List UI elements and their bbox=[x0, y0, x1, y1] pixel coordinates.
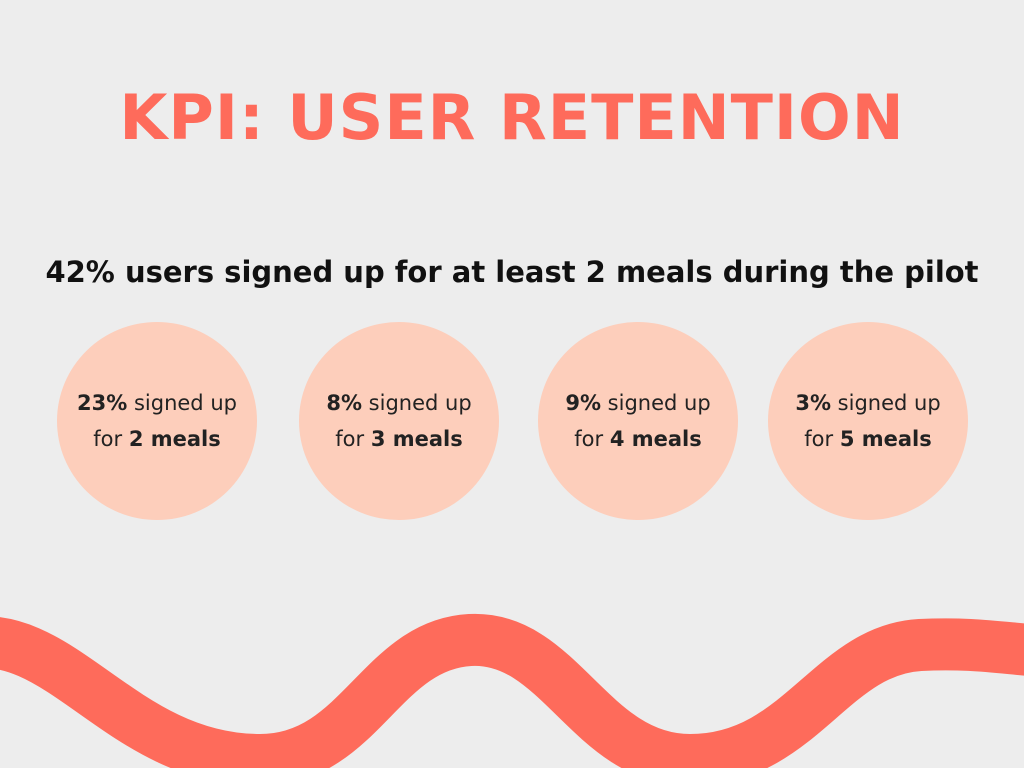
stat-circle-5-meals: 3% signed up for 5 meals bbox=[768, 322, 968, 520]
stat-line-1: 8% signed up bbox=[326, 385, 471, 421]
stat-percent: 9% bbox=[565, 391, 601, 415]
stat-percent: 8% bbox=[326, 391, 362, 415]
stat-meals: 5 meals bbox=[839, 427, 932, 451]
stat-for-label: for bbox=[574, 427, 610, 451]
stat-line-1: 23% signed up bbox=[77, 385, 237, 421]
retention-summary: 42% users signed up for at least 2 meals… bbox=[45, 255, 979, 289]
stat-line-1: 3% signed up bbox=[795, 385, 940, 421]
stat-percent: 23% bbox=[77, 391, 128, 415]
stat-circle-4-meals: 9% signed up for 4 meals bbox=[538, 322, 738, 520]
page-title: KPI: USER RETENTION bbox=[119, 81, 905, 154]
decorative-wave bbox=[0, 613, 1024, 768]
stat-line-2: for 5 meals bbox=[804, 421, 931, 457]
stat-circle-3-meals: 8% signed up for 3 meals bbox=[299, 322, 499, 520]
stat-meals: 4 meals bbox=[609, 427, 702, 451]
stat-line-2: for 4 meals bbox=[574, 421, 701, 457]
stat-for-label: for bbox=[335, 427, 371, 451]
stat-line-2: for 2 meals bbox=[93, 421, 220, 457]
stat-line-2: for 3 meals bbox=[335, 421, 462, 457]
stat-label: signed up bbox=[127, 391, 237, 415]
stat-meals: 3 meals bbox=[370, 427, 463, 451]
stat-for-label: for bbox=[93, 427, 129, 451]
stat-label: signed up bbox=[831, 391, 941, 415]
stat-line-1: 9% signed up bbox=[565, 385, 710, 421]
stat-meals: 2 meals bbox=[128, 427, 221, 451]
stat-label: signed up bbox=[601, 391, 711, 415]
stat-label: signed up bbox=[362, 391, 472, 415]
wave-stroke bbox=[0, 613, 1024, 768]
stat-percent: 3% bbox=[795, 391, 831, 415]
stat-for-label: for bbox=[804, 427, 840, 451]
stat-circle-2-meals: 23% signed up for 2 meals bbox=[57, 322, 257, 520]
